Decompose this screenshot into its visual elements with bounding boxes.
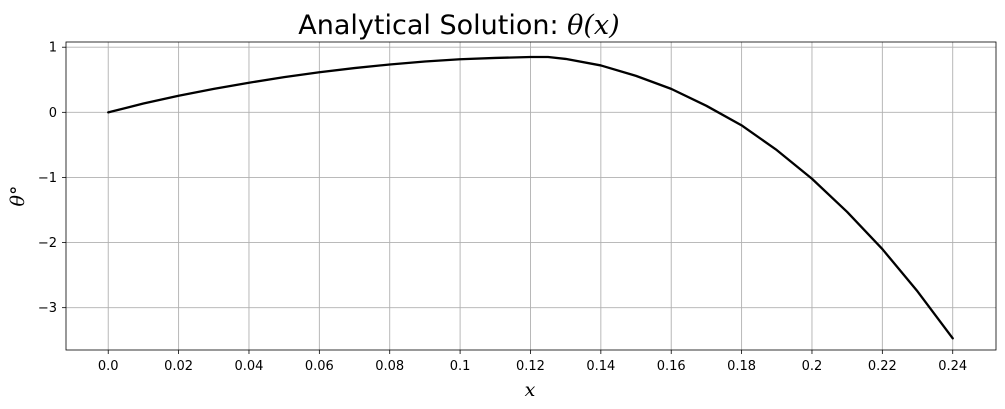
x-tick-label: 0.12	[516, 359, 545, 374]
y-tick-label: −3	[38, 301, 57, 316]
x-tick-label: 0.18	[727, 359, 756, 374]
x-tick-label: 0.04	[234, 359, 263, 374]
theta-series-line	[107, 55, 954, 340]
x-tick-label: 0.2	[802, 359, 823, 374]
y-tick-label: −2	[38, 236, 57, 251]
axes: 0.0 0.02 0.04 0.06 0.08 0.1 0.12 0.14 0.16 0.18 0.…	[38, 41, 967, 374]
chart-title: Analytical Solution: θ(x)	[298, 10, 619, 41]
x-tick-label: 0.24	[938, 359, 967, 374]
x-tick-label: 0.1	[450, 359, 471, 374]
x-tick-label: 0.14	[586, 359, 615, 374]
x-tick-label: 0.08	[375, 359, 404, 374]
plot-frame	[65, 41, 997, 351]
y-axis-label: θ°	[7, 186, 29, 207]
x-tick-label: 0.0	[98, 359, 119, 374]
y-tick-label: 1	[49, 41, 57, 56]
y-tick-label: 0	[49, 106, 57, 121]
series-group	[107, 55, 954, 340]
x-tick-label: 0.22	[868, 359, 897, 374]
x-tick-label: 0.06	[305, 359, 334, 374]
y-tick-label: −1	[38, 171, 57, 186]
x-tick-label: 0.02	[164, 359, 193, 374]
x-tick-label: 0.16	[657, 359, 686, 374]
grid	[66, 42, 996, 350]
x-axis-label: x	[525, 379, 536, 401]
